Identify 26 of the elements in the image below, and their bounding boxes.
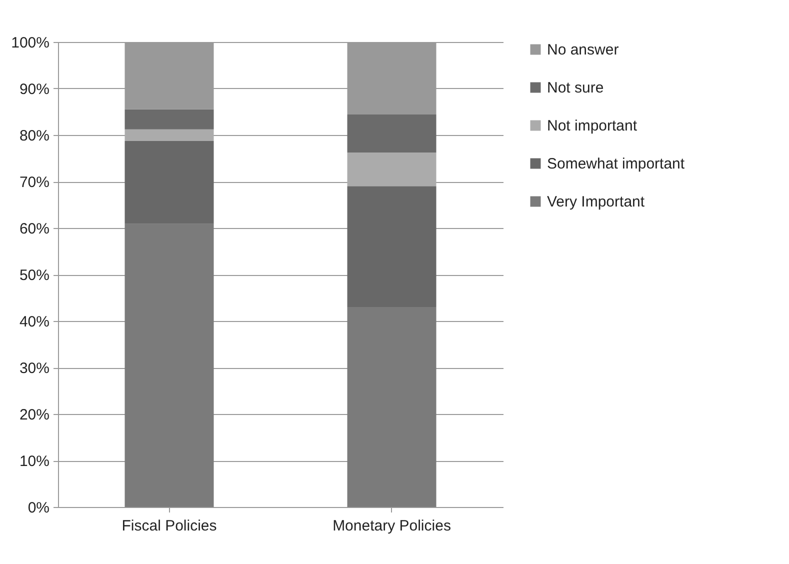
legend-label: Very Important (547, 194, 646, 210)
y-tick-label: 0% (28, 500, 50, 516)
y-tick-label: 60% (19, 220, 50, 238)
bar (124, 141, 214, 224)
bar (124, 224, 214, 507)
y-tick-label: 90% (19, 81, 50, 98)
bar (347, 307, 436, 507)
y-tick-label: 50% (19, 267, 50, 284)
legend-label: No answer (547, 42, 619, 58)
y-tick-label: 70% (19, 174, 50, 191)
y-tick-label: 30% (19, 360, 50, 377)
bar (347, 186, 436, 308)
y-tick-label: 40% (19, 314, 50, 330)
y-tick-label: 80% (19, 128, 50, 144)
y-tick-label: 10% (19, 453, 50, 470)
legend-label: Somewhat important (547, 156, 686, 172)
bar (347, 114, 436, 153)
legend-label: Not sure (547, 80, 604, 96)
bar (124, 129, 214, 142)
y-tick-label: 100% (11, 34, 50, 52)
bar (347, 152, 436, 186)
bar (124, 109, 214, 130)
x-tick-label: Monetary Policies (332, 518, 451, 534)
x-tick-label: Fiscal Policies (122, 518, 217, 534)
y-tick-label: 20% (19, 406, 50, 424)
legend-label: Not important (547, 118, 638, 134)
